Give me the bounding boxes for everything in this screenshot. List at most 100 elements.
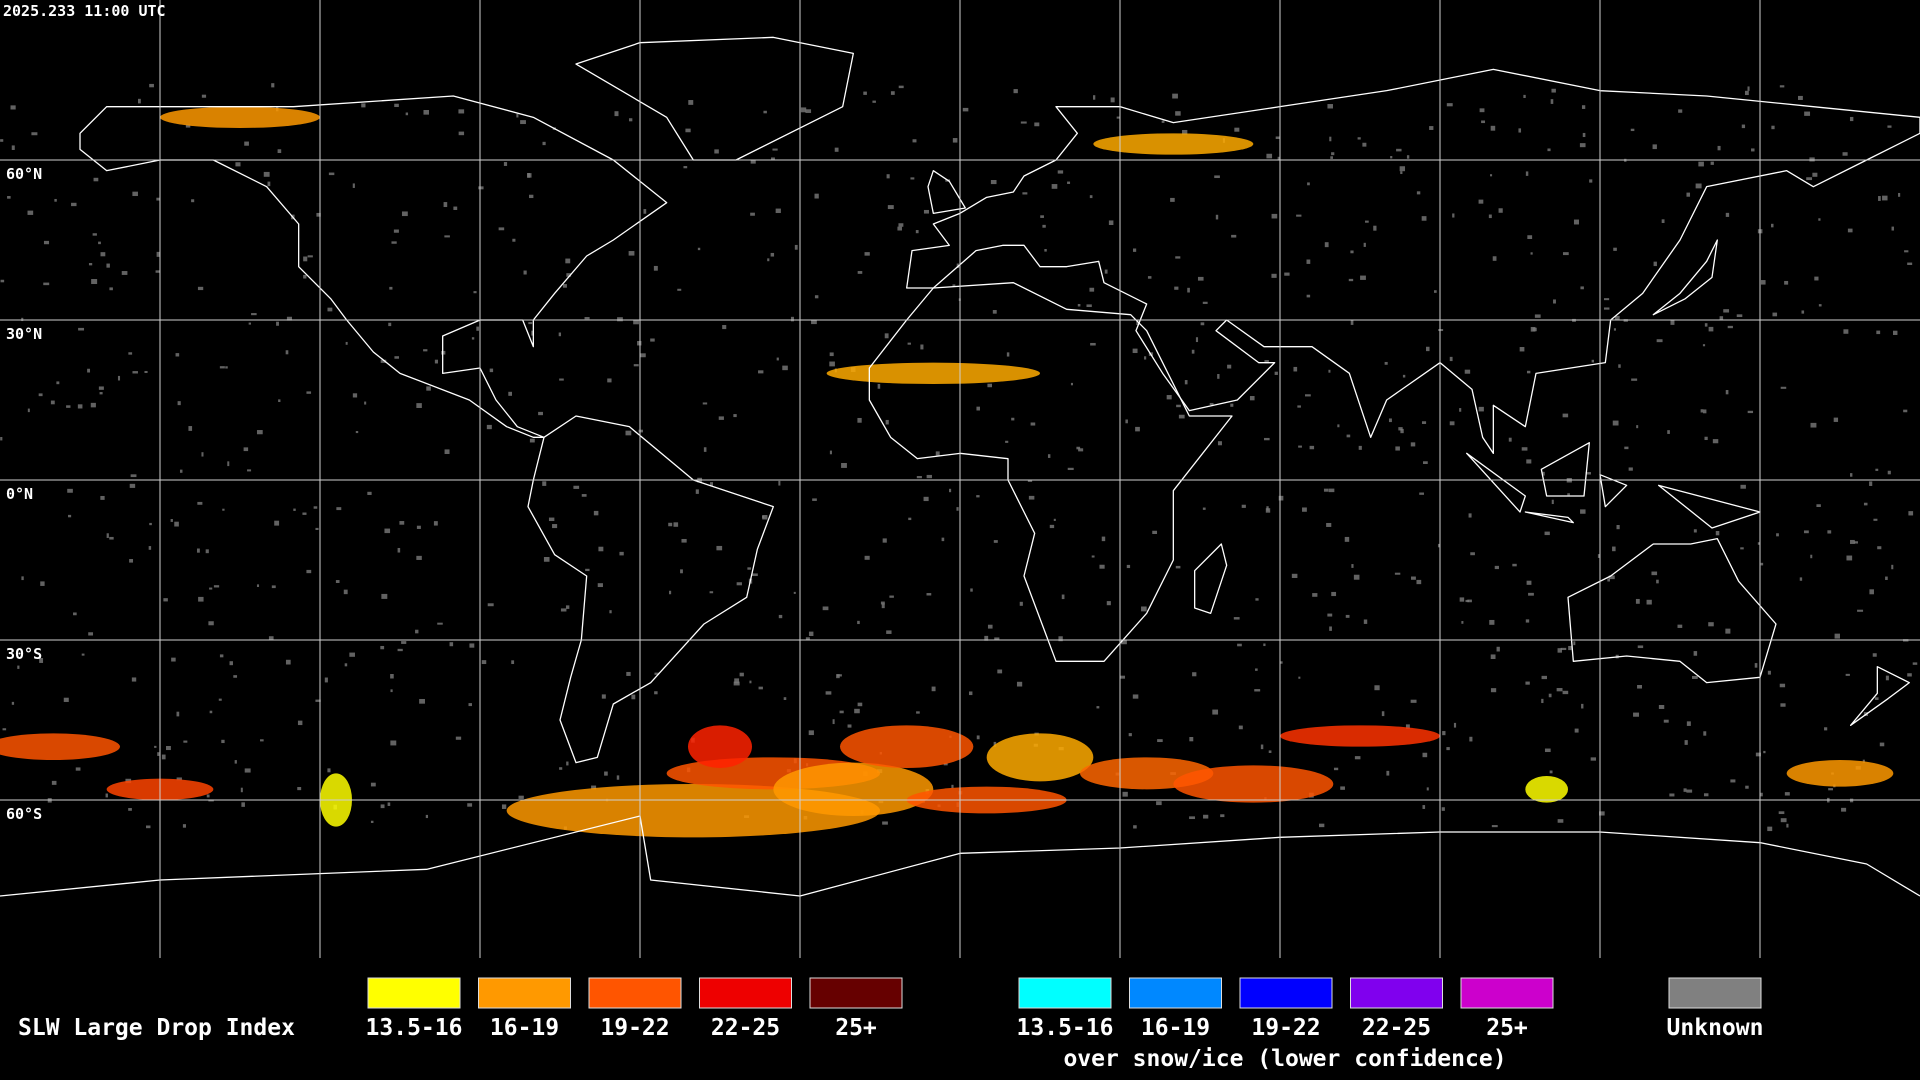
unknown-cloud-speck — [1597, 554, 1601, 558]
unknown-cloud-speck — [1296, 214, 1302, 217]
unknown-cloud-speck — [758, 370, 764, 374]
unknown-cloud-speck — [145, 825, 151, 829]
legend-swatch — [1239, 977, 1333, 1009]
unknown-cloud-speck — [1725, 389, 1729, 395]
unknown-cloud-speck — [1523, 94, 1526, 99]
cloud-layer — [0, 83, 1918, 838]
unknown-cloud-speck — [864, 555, 870, 560]
unknown-cloud-speck — [1736, 314, 1743, 318]
unknown-cloud-speck — [219, 654, 224, 658]
antarctica — [0, 816, 1920, 896]
unknown-cloud-speck — [1328, 369, 1331, 373]
unknown-cloud-speck — [364, 401, 367, 405]
unknown-cloud-speck — [247, 469, 252, 472]
unknown-cloud-speck — [1723, 309, 1730, 313]
unknown-cloud-speck — [248, 322, 251, 325]
cloud-blob — [1786, 760, 1894, 787]
unknown-cloud-speck — [1772, 312, 1778, 317]
unknown-cloud-speck — [1030, 422, 1036, 426]
unknown-cloud-speck — [1132, 248, 1137, 252]
unknown-cloud-speck — [183, 740, 188, 743]
unknown-cloud-speck — [469, 643, 475, 648]
unknown-cloud-speck — [1903, 409, 1908, 413]
unknown-cloud-speck — [778, 480, 781, 486]
unknown-cloud-speck — [1845, 673, 1850, 676]
unknown-cloud-speck — [1656, 579, 1659, 584]
unknown-cloud-speck — [1426, 787, 1429, 791]
unknown-cloud-speck — [1651, 571, 1658, 576]
unknown-cloud-speck — [244, 141, 249, 146]
unknown-cloud-speck — [889, 595, 894, 598]
unknown-cloud-speck — [1636, 425, 1639, 429]
unknown-cloud-speck — [1461, 621, 1464, 624]
unknown-cloud-speck — [631, 694, 636, 700]
unknown-cloud-speck — [1306, 259, 1311, 264]
unknown-cloud-speck — [455, 736, 462, 740]
unknown-cloud-speck — [163, 598, 168, 602]
unknown-cloud-speck — [1614, 315, 1620, 320]
unknown-cloud-speck — [1091, 555, 1095, 558]
unknown-cloud-speck — [1898, 192, 1901, 197]
unknown-cloud-speck — [467, 803, 473, 807]
unknown-cloud-speck — [498, 227, 505, 231]
unknown-cloud-speck — [285, 659, 291, 665]
unknown-cloud-speck — [926, 474, 932, 479]
unknown-cloud-speck — [794, 244, 798, 250]
unknown-cloud-speck — [88, 263, 93, 266]
unknown-cloud-speck — [1751, 148, 1755, 152]
unknown-cloud-speck — [1396, 148, 1402, 152]
unknown-cloud-speck — [1166, 395, 1172, 400]
indonesia — [1467, 443, 1760, 528]
unknown-cloud-speck — [1581, 703, 1584, 709]
unknown-cloud-speck — [93, 177, 99, 182]
unknown-cloud-speck — [1530, 252, 1533, 255]
unknown-cloud-speck — [1058, 636, 1063, 642]
unknown-cloud-speck — [548, 517, 555, 522]
unknown-cloud-speck — [1912, 662, 1918, 665]
unknown-cloud-speck — [805, 637, 810, 640]
unknown-cloud-speck — [1591, 359, 1595, 363]
unknown-cloud-speck — [1464, 369, 1471, 374]
unknown-cloud-speck — [1176, 404, 1181, 408]
unknown-cloud-speck — [1556, 688, 1563, 692]
unknown-cloud-speck — [1771, 125, 1775, 130]
unknown-cloud-speck — [349, 652, 355, 657]
unknown-cloud-speck — [695, 489, 699, 494]
unknown-cloud-speck — [885, 419, 889, 425]
unknown-cloud-speck — [598, 546, 604, 552]
unknown-cloud-speck — [920, 344, 924, 350]
unknown-cloud-speck — [1550, 99, 1554, 104]
unknown-cloud-speck — [303, 256, 308, 262]
unknown-cloud-speck — [886, 630, 892, 634]
unknown-cloud-speck — [1019, 601, 1023, 606]
unknown-cloud-speck — [1710, 161, 1714, 165]
unknown-cloud-speck — [1579, 143, 1586, 148]
unknown-cloud-speck — [234, 760, 237, 764]
legend-label: 19-22 — [600, 1015, 669, 1041]
unknown-cloud-speck — [1351, 564, 1354, 568]
unknown-cloud-speck — [1776, 533, 1779, 537]
unknown-cloud-speck — [1326, 522, 1332, 527]
unknown-cloud-speck — [1490, 688, 1497, 693]
new-zealand — [1851, 667, 1910, 726]
unknown-cloud-speck — [274, 520, 280, 526]
unknown-cloud-speck — [1580, 286, 1584, 290]
unknown-cloud-speck — [367, 491, 372, 495]
unknown-cloud-speck — [1197, 276, 1204, 281]
unknown-cloud-speck — [1490, 654, 1496, 659]
unknown-cloud-speck — [812, 498, 817, 501]
unknown-cloud-speck — [562, 284, 567, 288]
unknown-cloud-speck — [970, 588, 973, 592]
unknown-cloud-speck — [685, 128, 691, 133]
japan — [1653, 240, 1717, 315]
unknown-cloud-speck — [1423, 461, 1428, 464]
unknown-cloud-speck — [306, 569, 312, 574]
unknown-cloud-speck — [1797, 95, 1803, 100]
unknown-cloud-speck — [1692, 675, 1698, 679]
unknown-cloud-speck — [926, 593, 932, 596]
unknown-cloud-speck — [148, 546, 152, 550]
unknown-cloud-speck — [1489, 619, 1495, 625]
unknown-cloud-speck — [952, 284, 956, 287]
legend-swatch — [809, 977, 903, 1009]
unknown-cloud-speck — [1585, 472, 1591, 475]
